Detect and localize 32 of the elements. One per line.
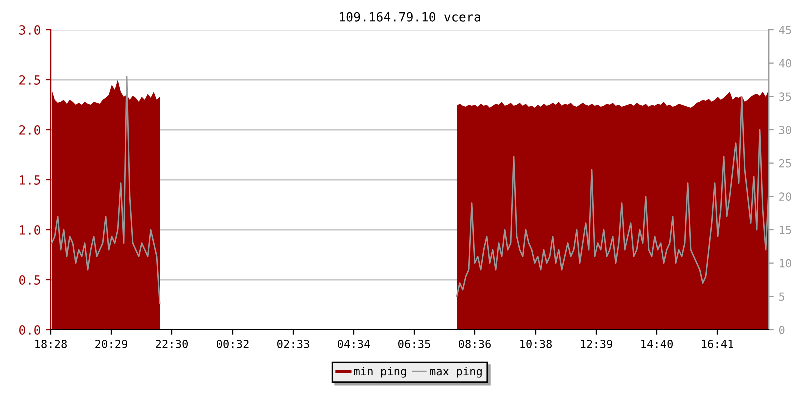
y2-tick-label: 30 [779,126,792,134]
x-tick-label: 12:39 [581,340,612,348]
y2-tick-label: 0 [779,326,785,334]
y2-tick-label: 20 [780,192,792,202]
y-tick-label: 1.0 [20,226,40,235]
y2-tick-label: 15 [780,226,792,234]
x-tick-label: 02:33 [278,340,310,348]
y-tick-label: 0.0 [20,326,40,335]
y-tick-label: 0.5 [20,276,40,285]
y-tick-label: 1.5 [20,176,40,185]
x-tick-label: 22:30 [156,340,188,348]
x-tick-label: 04:34 [338,340,370,348]
x-tick-label: 14:40 [642,340,674,348]
y2-tick-label: 5 [780,292,785,302]
y2-tick-label: 35 [779,92,792,102]
y2-tick-label: 10 [780,259,792,268]
x-tick-label: 16:41 [702,340,734,348]
x-tick-label: 20:29 [96,340,128,348]
y-tick-label: 3.0 [20,26,40,35]
legend-label: min ping [354,367,406,378]
y2-tick-label: 40 [779,59,792,68]
y-tick-label: 2.0 [20,126,40,135]
y-tick-label: 2.5 [20,76,40,85]
chart-title: 109.164.79.10 vcera [340,12,480,22]
y2-tick-label: 25 [780,159,792,168]
legend-label: max ping [430,367,482,378]
x-tick-label: 06:35 [398,340,430,348]
x-tick-label: 08:36 [459,340,492,348]
x-tick-label: 18:28 [36,340,68,348]
x-tick-label: 00:32 [217,340,249,348]
y2-tick-label: 45 [779,26,792,34]
x-tick-label: 10:38 [520,340,552,348]
